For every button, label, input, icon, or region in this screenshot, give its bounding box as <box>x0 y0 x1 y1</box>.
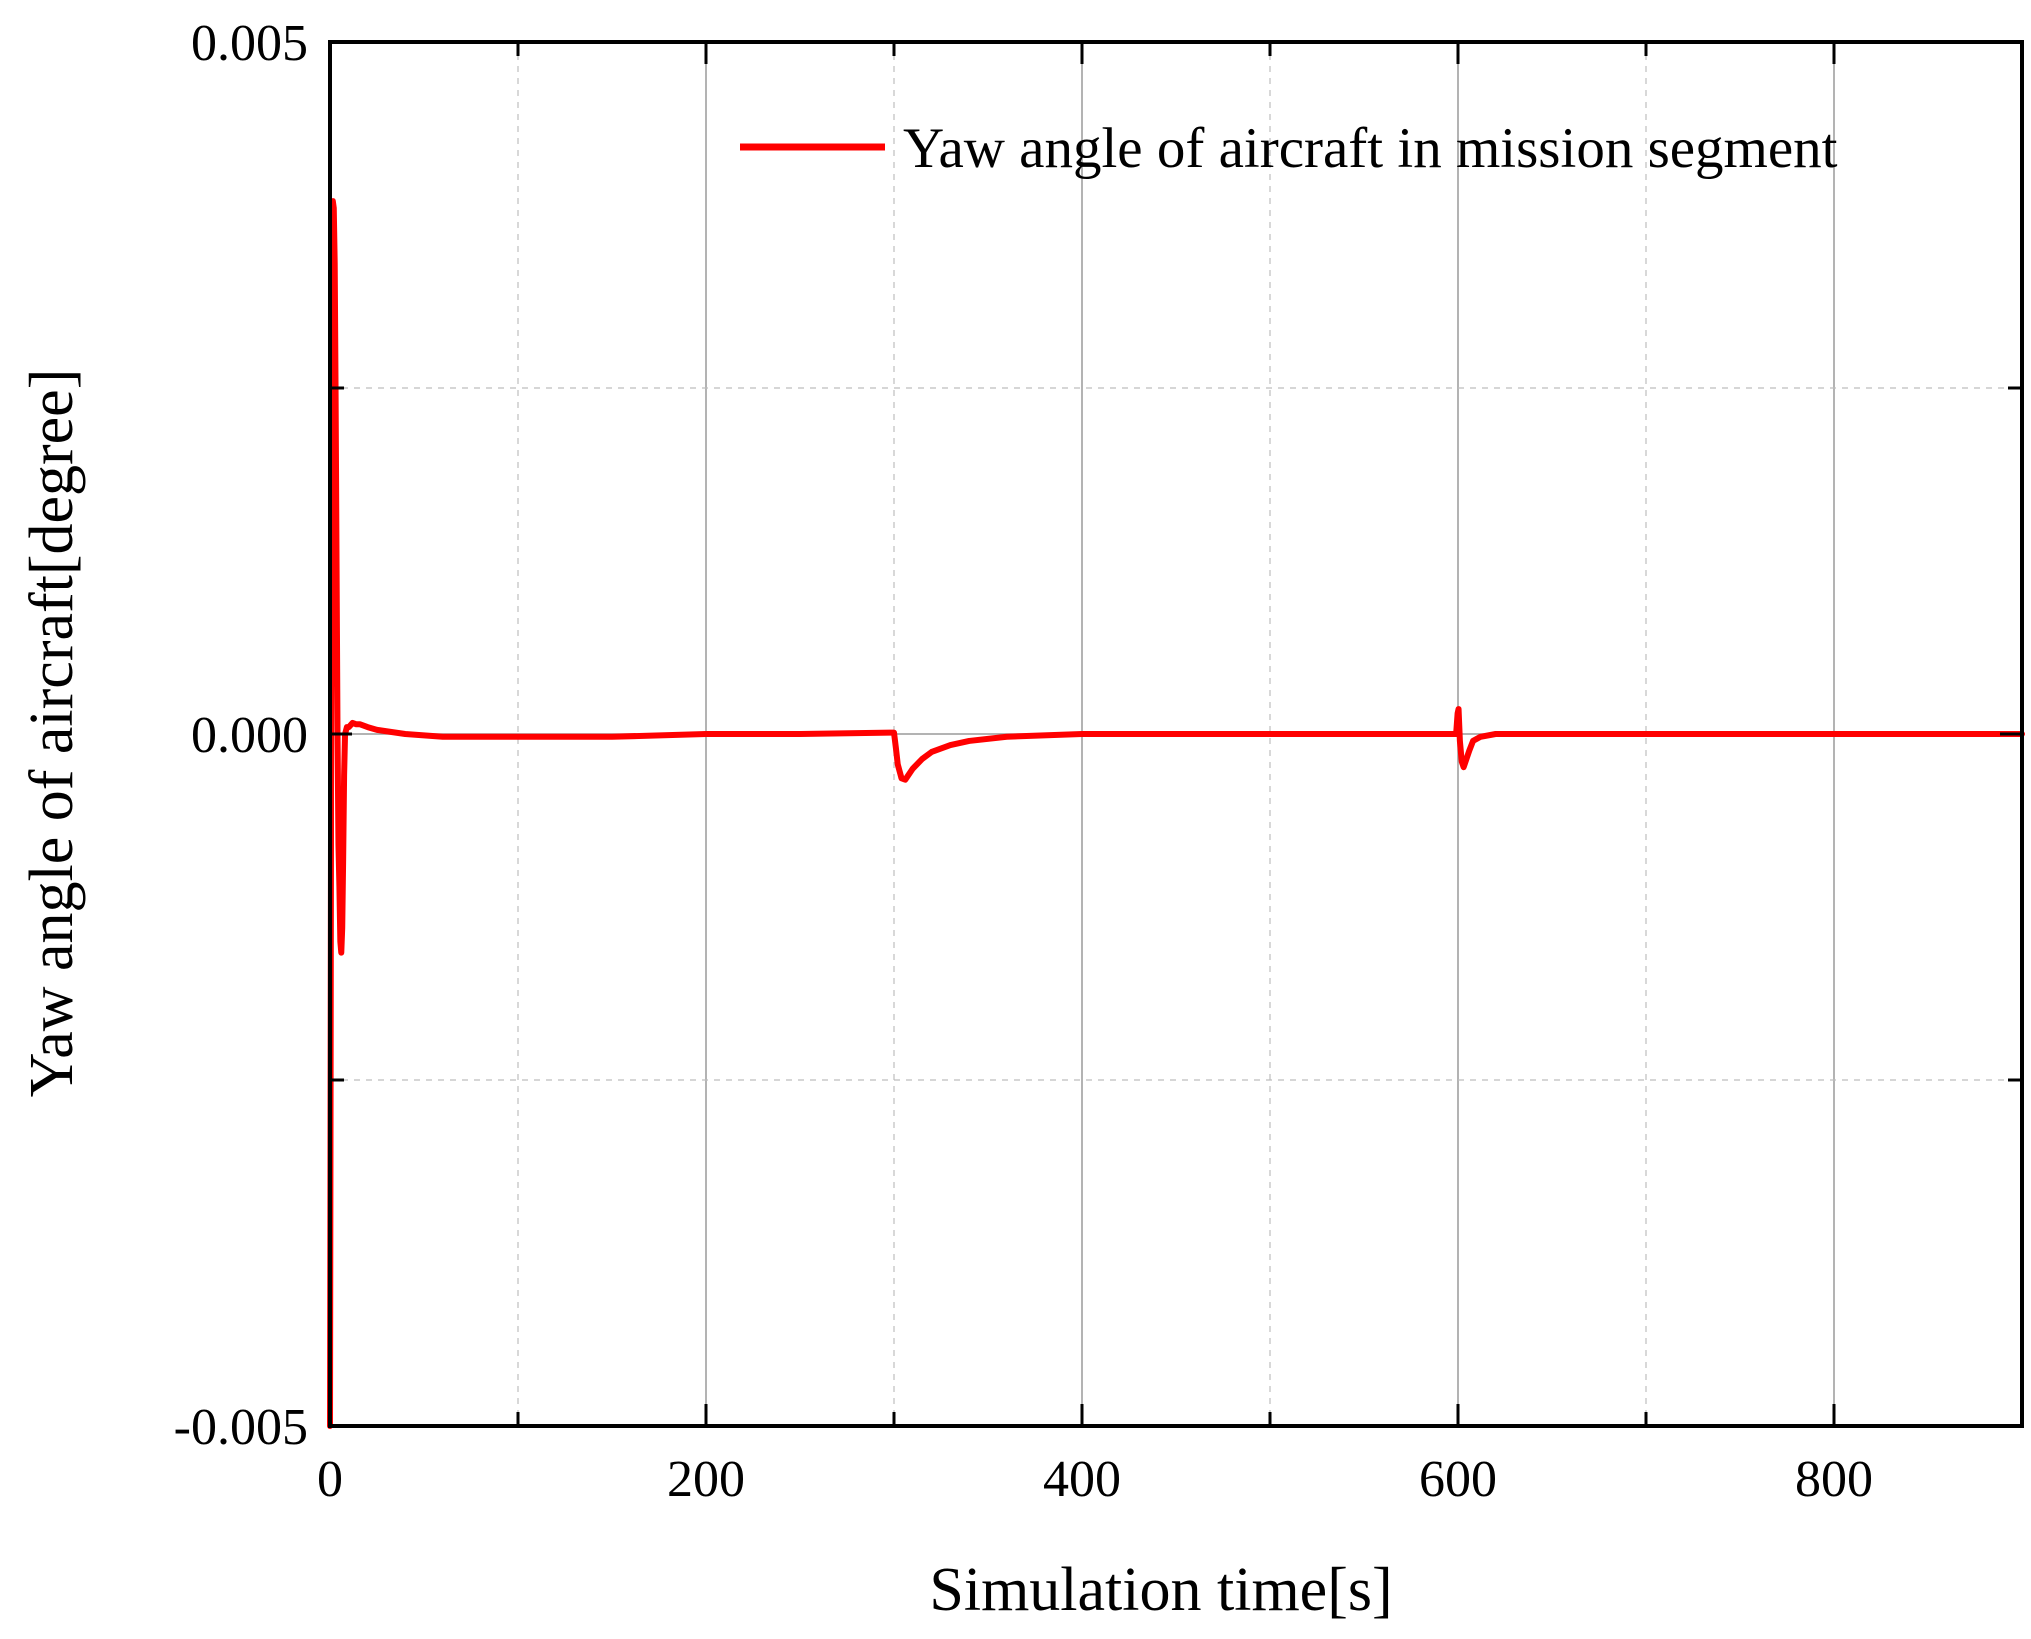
x-tick-label: 200 <box>667 1451 745 1508</box>
legend: Yaw angle of aircraft in mission segment <box>740 117 1838 180</box>
y-tick-labels: -0.005 0.000 0.005 <box>174 15 308 1456</box>
y-tick-label: -0.005 <box>174 1399 308 1456</box>
grid <box>330 42 2022 1426</box>
legend-label: Yaw angle of aircraft in mission segment <box>903 117 1838 180</box>
x-tick-label: 400 <box>1043 1451 1121 1508</box>
x-tick-labels: 0 200 400 600 800 <box>317 1451 1873 1508</box>
x-tick-label: 800 <box>1795 1451 1873 1508</box>
series-line-0 <box>327 198 2025 1429</box>
series-layer <box>327 198 2025 1429</box>
y-tick-label: 0.000 <box>191 707 308 764</box>
y-tick-label: 0.005 <box>191 15 308 72</box>
y-axis-title: Yaw angle of aircraft[degree] <box>18 369 86 1098</box>
x-tick-label: 0 <box>317 1451 343 1508</box>
x-axis-title: Simulation time[s] <box>929 1556 1392 1624</box>
x-tick-label: 600 <box>1419 1451 1497 1508</box>
ticks <box>328 40 2022 1428</box>
